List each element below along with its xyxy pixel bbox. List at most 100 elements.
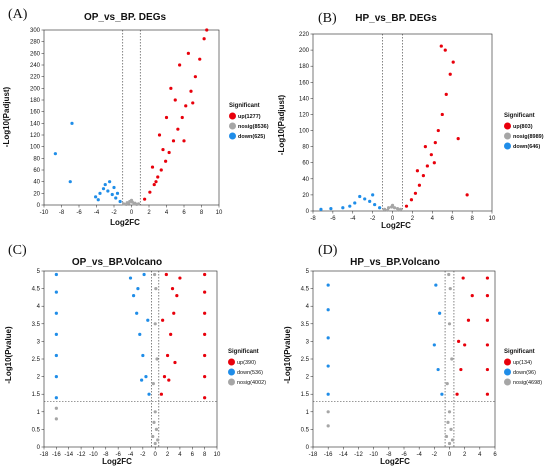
point-down bbox=[112, 185, 116, 190]
point-up bbox=[173, 360, 177, 365]
point-down bbox=[144, 375, 148, 379]
point-up bbox=[459, 367, 463, 372]
point-nosig bbox=[383, 207, 387, 211]
point-nosig bbox=[326, 424, 330, 428]
point-down bbox=[432, 343, 436, 347]
point-down bbox=[54, 353, 58, 358]
point-down bbox=[131, 294, 136, 298]
point-up bbox=[161, 318, 165, 322]
point-down bbox=[54, 332, 58, 336]
x-tick-label: -4 bbox=[94, 210, 100, 216]
point-up bbox=[198, 57, 202, 61]
point-up bbox=[485, 294, 490, 298]
point-down bbox=[138, 332, 142, 336]
point-up bbox=[176, 127, 180, 131]
y-tick-label: 80 bbox=[33, 156, 40, 162]
y-tick-label: 200 bbox=[30, 86, 41, 92]
point-up bbox=[202, 37, 206, 41]
point-up bbox=[413, 191, 418, 195]
point-down bbox=[378, 206, 382, 210]
point-down bbox=[438, 311, 442, 315]
y-tick-label: 100 bbox=[30, 145, 41, 151]
y-tick-label: 0 bbox=[37, 445, 41, 451]
point-up bbox=[461, 276, 465, 280]
point-up bbox=[457, 339, 461, 343]
x-tick-label: 4 bbox=[165, 210, 169, 216]
point-nosig bbox=[154, 427, 159, 431]
x-tick-label: 8 bbox=[203, 452, 207, 458]
y-tick-label: 0 bbox=[37, 203, 41, 209]
point-up bbox=[417, 183, 422, 187]
point-down bbox=[115, 191, 120, 195]
x-tick-label: -6 bbox=[330, 216, 336, 222]
y-tick-label: 120 bbox=[299, 112, 310, 118]
point-up bbox=[164, 272, 168, 277]
x-tick-label: 10 bbox=[489, 216, 496, 222]
x-tick-label: 0 bbox=[448, 452, 452, 458]
y-tick-label: 240 bbox=[30, 63, 41, 69]
x-tick-label: -8 bbox=[386, 452, 392, 458]
legend-swatch bbox=[504, 368, 511, 376]
x-tick-label: 8 bbox=[470, 216, 474, 222]
chart-title: HP_vs_BP. DEGs bbox=[355, 13, 437, 24]
legend-entry: down(625) bbox=[238, 134, 265, 140]
point-up bbox=[156, 175, 160, 179]
x-tick-label: 6 bbox=[451, 216, 455, 222]
point-up bbox=[193, 75, 197, 79]
point-down bbox=[326, 336, 330, 340]
point-up bbox=[451, 60, 455, 64]
y-tick-label: 0 bbox=[306, 209, 310, 215]
point-down bbox=[53, 152, 57, 156]
point-up bbox=[470, 294, 474, 298]
point-up bbox=[162, 375, 167, 379]
x-tick-label: -2 bbox=[370, 216, 376, 222]
y-tick-label: 4.5 bbox=[32, 287, 41, 293]
point-up bbox=[203, 290, 207, 294]
y-tick-label: 260 bbox=[30, 51, 41, 57]
x-tick-label: -6 bbox=[115, 452, 121, 458]
y-tick-label: 3 bbox=[306, 339, 310, 345]
point-down bbox=[326, 308, 330, 312]
point-up bbox=[203, 332, 207, 336]
x-axis-label: Log2FC bbox=[110, 218, 140, 227]
point-nosig bbox=[122, 202, 126, 206]
x-tick-label: -18 bbox=[40, 452, 49, 458]
point-nosig bbox=[54, 406, 58, 410]
panel-label: (D) bbox=[318, 243, 338, 258]
y-tick-label: 40 bbox=[33, 180, 40, 186]
x-tick-label: -8 bbox=[310, 216, 316, 222]
point-down bbox=[146, 318, 150, 322]
y-tick-label: 1.5 bbox=[32, 392, 41, 398]
x-tick-label: 2 bbox=[147, 210, 151, 216]
panel-label: (C) bbox=[8, 243, 27, 258]
legend-swatch bbox=[229, 132, 236, 140]
point-down bbox=[358, 194, 362, 199]
point-nosig bbox=[127, 201, 131, 205]
point-down bbox=[101, 187, 106, 191]
point-up bbox=[203, 396, 207, 400]
point-down bbox=[371, 193, 375, 197]
y-tick-label: 160 bbox=[299, 80, 310, 86]
point-nosig bbox=[444, 434, 449, 439]
legend-entry: nosig(4002) bbox=[237, 380, 266, 386]
point-up bbox=[409, 198, 414, 202]
x-tick-label: 2 bbox=[166, 452, 170, 458]
legend-title: Significant bbox=[504, 349, 535, 355]
point-up bbox=[433, 141, 437, 145]
point-up bbox=[415, 169, 420, 173]
point-down bbox=[114, 196, 118, 200]
legend-entry: up(803) bbox=[513, 124, 533, 130]
point-up bbox=[191, 101, 195, 105]
point-nosig bbox=[449, 427, 453, 431]
point-up bbox=[444, 92, 448, 96]
point-up bbox=[485, 318, 490, 322]
point-down bbox=[319, 207, 323, 211]
point-down bbox=[348, 204, 352, 208]
y-tick-label: 100 bbox=[299, 129, 310, 135]
x-tick-label: 10 bbox=[214, 452, 221, 458]
legend-entry: nosig(8536) bbox=[238, 124, 269, 130]
point-nosig bbox=[135, 202, 139, 207]
x-tick-label: -8 bbox=[59, 210, 65, 216]
y-tick-label: 4.5 bbox=[301, 287, 310, 293]
x-tick-label: 2 bbox=[463, 452, 467, 458]
